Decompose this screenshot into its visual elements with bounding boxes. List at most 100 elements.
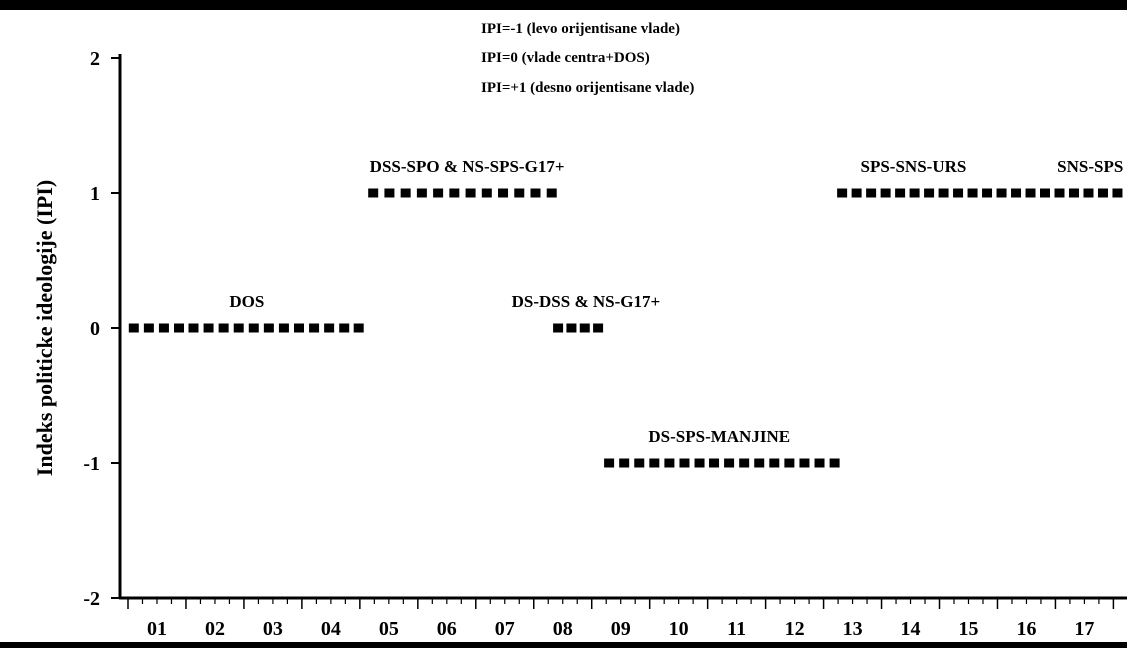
series-label: DS-SPS-MANJINE [648,427,790,446]
point-sps-sns-urs [953,188,964,198]
x-tick-label: 09 [611,618,631,640]
x-tick-label: 14 [901,618,921,640]
point-sns-sps [1097,188,1108,198]
y-tick-label: -2 [83,588,100,610]
point-dos [248,323,259,333]
point-dos [143,323,154,333]
point-dss-spo-ns-sps-g17 [400,188,411,198]
point-sps-sns-urs [880,188,891,198]
point-sns-sps [1083,188,1094,198]
point-ds-dss-ns-g17 [593,323,604,333]
y-ticks: 2 1 0 -1 -2 [83,48,120,610]
point-dss-spo-ns-sps-g17 [481,188,492,198]
point-dos [158,323,169,333]
x-tick-label: 01 [147,618,167,640]
point-sps-sns-urs [895,188,906,198]
point-ds-sps-manjine [619,458,630,468]
y-tick-label: 2 [90,48,100,70]
annotations: DOS DSS-SPO & NS-SPS-G17+ DS-DSS & NS-G17+… [229,157,1123,446]
point-sps-sns-urs [996,188,1007,198]
x-tick-label: 06 [437,618,457,640]
point-dss-spo-ns-sps-g17 [546,188,557,198]
point-dos [188,323,199,333]
point-dos [293,323,304,333]
point-dss-spo-ns-sps-g17 [449,188,460,198]
point-dos [353,323,364,333]
point-sps-sns-urs [866,188,877,198]
series-label: SNS-SPS [1057,157,1123,176]
point-sps-sns-urs [851,188,862,198]
point-ds-sps-manjine [604,458,615,468]
x-tick-label: 11 [727,618,746,640]
point-dos [309,323,320,333]
x-tick-label: 03 [263,618,283,640]
point-sns-sps [1112,188,1123,198]
point-ds-sps-manjine [649,458,660,468]
y-tick-label: 0 [90,318,100,340]
series-label: DOS [229,292,264,311]
point-sps-sns-urs [909,188,920,198]
legend-note-center: IPI=0 (vlade centra+DOS) [481,50,650,66]
point-dos [263,323,274,333]
x-tick-label: 02 [205,618,225,640]
point-dss-spo-ns-sps-g17 [514,188,525,198]
y-tick-label: 1 [90,183,100,205]
point-ds-sps-manjine [724,458,735,468]
bottom-border [0,642,1127,648]
x-tick-label: 13 [843,618,863,640]
point-sns-sps [1054,188,1065,198]
point-ds-sps-manjine [634,458,645,468]
point-ds-sps-manjine [814,458,825,468]
point-dos [324,323,335,333]
point-dss-spo-ns-sps-g17 [530,188,541,198]
x-tick-label: 12 [785,618,805,640]
x-tick-label: 04 [321,618,341,640]
point-ds-dss-ns-g17 [579,323,590,333]
point-ds-sps-manjine [769,458,780,468]
point-dos [128,323,139,333]
point-dos [218,323,229,333]
point-ds-sps-manjine [709,458,720,468]
x-tick-label: 05 [379,618,399,640]
point-sns-sps [1068,188,1079,198]
legend-notes: IPI=-1 (levo orijentisane vlade) IPI=0 (… [481,21,694,96]
point-sps-sns-urs [967,188,978,198]
x-tick-label: 07 [495,618,515,640]
point-ds-dss-ns-g17 [553,323,564,333]
point-sps-sns-urs [938,188,949,198]
top-border [0,0,1127,10]
point-dss-spo-ns-sps-g17 [368,188,379,198]
point-dos [233,323,244,333]
point-dos [203,323,214,333]
x-tick-label: 17 [1074,618,1094,640]
point-dss-spo-ns-sps-g17 [433,188,444,198]
x-ticks: 01 02 03 04 05 06 07 08 09 10 11 12 13 14 15 16 17 [127,598,1115,640]
series-label: DSS-SPO & NS-SPS-G17+ [370,157,565,176]
point-ds-dss-ns-g17 [566,323,577,333]
y-tick-label: -1 [83,453,100,475]
y-axis-label: Indeks politicke ideologije (IPI) [32,180,57,476]
x-tick-label: 10 [669,618,689,640]
x-tick-label: 08 [553,618,573,640]
x-tick-label: 16 [1016,618,1036,640]
point-ds-sps-manjine [754,458,765,468]
point-ds-sps-manjine [739,458,750,468]
series-label: DS-DSS & NS-G17+ [512,292,661,311]
point-sps-sns-urs [982,188,993,198]
point-dss-spo-ns-sps-g17 [498,188,509,198]
point-sps-sns-urs [837,188,848,198]
point-sps-sns-urs [924,188,935,198]
point-dos [174,323,185,333]
series-label: SPS-SNS-URS [861,157,967,176]
point-dos [339,323,350,333]
point-ds-sps-manjine [679,458,690,468]
point-ds-sps-manjine [664,458,675,468]
point-ds-sps-manjine [829,458,840,468]
data-points [128,188,1123,468]
point-ds-sps-manjine [694,458,705,468]
point-dss-spo-ns-sps-g17 [384,188,395,198]
legend-note-right: IPI=+1 (desno orijentisane vlade) [481,80,694,96]
point-sps-sns-urs [1025,188,1036,198]
x-tick-label: 15 [958,618,978,640]
